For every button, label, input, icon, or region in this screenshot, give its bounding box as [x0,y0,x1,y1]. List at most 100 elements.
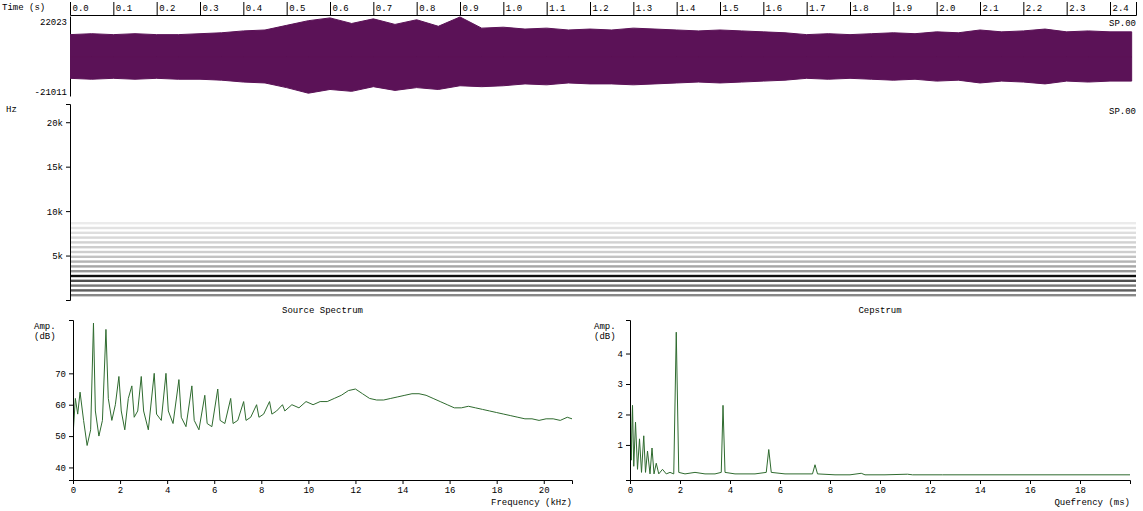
tick: 18 [1075,480,1086,496]
tick-label: 8 [828,486,833,496]
tick-label: 2.4 [1113,4,1129,14]
tick: 2 [678,480,683,496]
tick: 8 [259,480,264,496]
spectrogram-marks [70,222,1136,296]
tick-label: 0 [71,486,76,496]
harmonic-band [70,289,1136,291]
tick-label: 4 [618,350,623,360]
tick-mark [200,2,201,15]
tick: 0.8 [417,2,435,15]
left-axis: -2101122023 [35,17,71,99]
tick-label: 12 [351,486,362,496]
harmonic-band [70,251,1136,253]
axis-line [626,321,631,481]
harmonic-band [70,284,1136,286]
tick-label: 0.0 [73,4,89,14]
tick: 1.9 [894,2,912,15]
tick-label: 1.5 [723,4,739,14]
tick: 1.4 [677,2,695,15]
tick: 2.4 [1111,2,1129,15]
tick-label: 0.4 [246,4,262,14]
tick-label: 8 [259,486,264,496]
waveform-lower [70,57,1132,93]
tick: 0.3 [201,2,219,15]
harmonic-band [70,260,1136,262]
y-axis-title-line: (dB) [34,332,56,342]
tick: -21011 [35,88,70,98]
tick-mark [69,467,73,468]
tick-label: 10 [875,486,886,496]
tick: 2 [118,480,123,496]
y-axis-title: Hz [6,105,17,115]
tick-label: 4 [165,486,170,496]
tick-label: 14 [975,486,986,496]
tick-mark [937,2,938,15]
tick-mark [626,384,630,385]
tick-mark [893,2,894,15]
tick: 20k [47,119,70,129]
harmonic-band [70,270,1136,272]
tick-mark [1023,2,1024,15]
tick: 0.5 [287,2,305,15]
tick-mark [450,480,451,484]
harmonic-band [70,232,1136,234]
tick-label: 6 [778,486,783,496]
tick-mark [626,414,630,415]
tick: 0.9 [461,2,479,15]
y-axis-title-line: Amp. [34,322,56,332]
tick-mark [69,373,73,374]
tick-mark [403,480,404,484]
tick-label: 0.1 [116,4,132,14]
tick-label: 50 [55,432,66,442]
tick-label: 16 [1025,486,1036,496]
spectrogram-panel: 5k10k15k20kHzSP.00 [6,105,1138,301]
annotation-group: SP.00 [1107,106,1138,118]
tick: 50 [55,432,73,442]
tick: 1.0 [504,2,522,15]
tick-label: 40 [55,464,66,474]
tick: 2.3 [1067,2,1085,15]
tick-label: 2.1 [983,4,999,14]
tick: 0.0 [71,2,89,15]
tick-label: 0 [628,486,633,496]
tick: 5k [52,252,70,262]
tick: 8 [828,480,833,496]
harmonic-band [70,241,1136,243]
tick: 0 [628,480,633,496]
tick-mark [930,480,931,484]
tick: 12 [351,480,362,496]
harmonic-band [70,227,1136,229]
tick: 1.1 [547,2,565,15]
tick-mark [730,480,731,484]
tick-mark [626,354,630,355]
tick-mark [590,2,591,15]
tick-label: 1.4 [679,4,695,14]
line-panel: Cepstrum0246810121416181234Amp.(dB)Quefr… [594,306,1131,508]
tick-mark [120,480,121,484]
harmonic-band [70,246,1136,248]
tick-label: 0.2 [159,4,175,14]
waveform-marks [70,17,1132,93]
tick-mark [261,480,262,484]
harmonic-band [70,280,1136,282]
tick-mark [69,405,73,406]
harmonic-band [70,256,1136,258]
tick-label: 10k [47,207,63,217]
tick-mark [373,2,374,15]
harmonic-band [70,265,1136,267]
tick-mark [807,2,808,15]
tick: 70 [55,370,73,380]
tick-mark [308,480,309,484]
tick-mark [214,480,215,484]
tick-label: 20k [47,119,63,129]
tick: 10 [875,480,886,496]
tick-mark [69,436,73,437]
tick-mark [330,2,331,15]
y-axis-title-line: (dB) [594,332,616,342]
tick: 16 [1025,480,1036,496]
x-axis-title: Time (s) [2,3,45,13]
tick-label: 3 [618,380,623,390]
tick-label: 20 [539,486,550,496]
tick-label: 14 [398,486,409,496]
tick: 10k [47,207,70,217]
